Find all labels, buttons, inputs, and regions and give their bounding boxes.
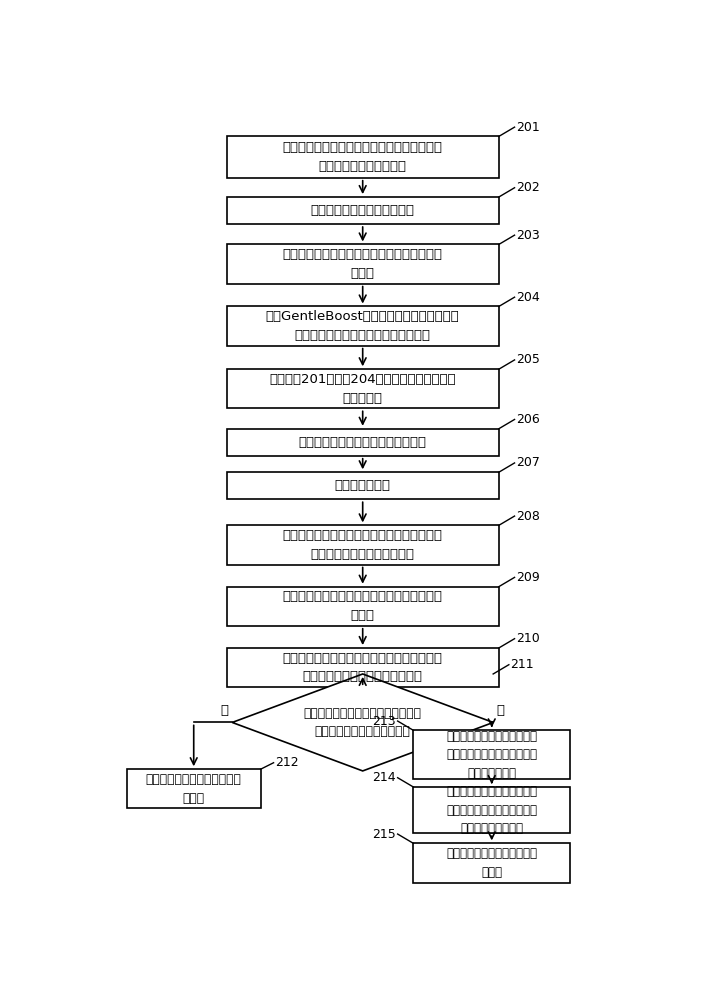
Text: 利用GentleBoost算法对标识有类别标签的像
素差异特征进行学习，得到第一分类器: 利用GentleBoost算法对标识有类别标签的像 素差异特征进行学习，得到第一… [266, 310, 460, 342]
Bar [226, 587, 499, 626]
Text: 计算第一待检测子图像集中的子图像的像素差
异特征: 计算第一待检测子图像集中的子图像的像素差 异特征 [283, 590, 443, 622]
Text: 获取类别已知的样本图像，样本图像的类别包
括车牌图像和非车牌图像: 获取类别已知的样本图像，样本图像的类别包 括车牌图像和非车牌图像 [283, 141, 443, 173]
Text: 利用车牌分类器对第一待检测子图像集中的子
图像进行分类，得到第一分类结果: 利用车牌分类器对第一待检测子图像集中的子 图像进行分类，得到第一分类结果 [283, 652, 443, 683]
Text: 211: 211 [510, 658, 534, 671]
Text: 207: 207 [516, 456, 540, 469]
Text: 重复步骤201至步骤204的训练过程，得到多层
第一分类器: 重复步骤201至步骤204的训练过程，得到多层 第一分类器 [269, 373, 456, 405]
Bar [414, 730, 570, 779]
Text: 205: 205 [516, 353, 540, 366]
Text: 208: 208 [516, 510, 540, 523]
Bar [226, 648, 499, 687]
Text: 206: 206 [516, 413, 539, 426]
Bar [226, 136, 499, 178]
Bar [226, 197, 499, 224]
Text: 根据第一分类结果判断第一待检测子
图像集中是否包括目标子图像: 根据第一分类结果判断第一待检测子 图像集中是否包括目标子图像 [304, 707, 421, 738]
Text: 203: 203 [516, 229, 539, 242]
Text: 以预设长宽比例的第二检测窗
口遍历待定位图像，得到第二
待检测子图像集: 以预设长宽比例的第二检测窗 口遍历待定位图像，得到第二 待检测子图像集 [446, 730, 537, 780]
Text: 213: 213 [373, 715, 396, 728]
Text: 214: 214 [373, 771, 396, 784]
Text: 以预设长宽比例的第一检测窗口遍历待定位图
像，得到第一待检测子图像集: 以预设长宽比例的第一检测窗口遍历待定位图 像，得到第一待检测子图像集 [283, 529, 443, 561]
Text: 根据样本图像的类别为其像素差异特征标注类
别标签: 根据样本图像的类别为其像素差异特征标注类 别标签 [283, 248, 443, 280]
Bar [226, 306, 499, 346]
Bar [414, 787, 570, 833]
Bar [414, 843, 570, 883]
Text: 根据第二分类结果输出车牌定
位结果: 根据第二分类结果输出车牌定 位结果 [446, 847, 537, 879]
Text: 204: 204 [516, 291, 539, 304]
Text: 否: 否 [497, 704, 505, 717]
Text: 是: 是 [221, 704, 228, 717]
Text: 212: 212 [275, 756, 298, 769]
Bar [226, 525, 499, 565]
Bar [226, 472, 499, 499]
Text: 计算样本图像的像素差异特征: 计算样本图像的像素差异特征 [310, 204, 415, 217]
Text: 将多层第一分类器级联成车牌分类器: 将多层第一分类器级联成车牌分类器 [298, 436, 427, 449]
Text: 根据第一分类结果输出车牌定
位结果: 根据第一分类结果输出车牌定 位结果 [146, 773, 242, 805]
Bar [226, 244, 499, 284]
Bar [127, 769, 261, 808]
Text: 201: 201 [516, 121, 539, 134]
Bar [226, 429, 499, 456]
Text: 获取待定位图像: 获取待定位图像 [334, 479, 391, 492]
Polygon shape [232, 674, 493, 771]
Text: 利用车牌分类器对第二待检测
子图像集中的子图像进行分类
，得到第二分类结果: 利用车牌分类器对第二待检测 子图像集中的子图像进行分类 ，得到第二分类结果 [446, 785, 537, 835]
Text: 215: 215 [373, 828, 396, 841]
Text: 210: 210 [516, 632, 539, 645]
Bar [226, 369, 499, 408]
Text: 209: 209 [516, 571, 539, 584]
Text: 202: 202 [516, 181, 539, 194]
